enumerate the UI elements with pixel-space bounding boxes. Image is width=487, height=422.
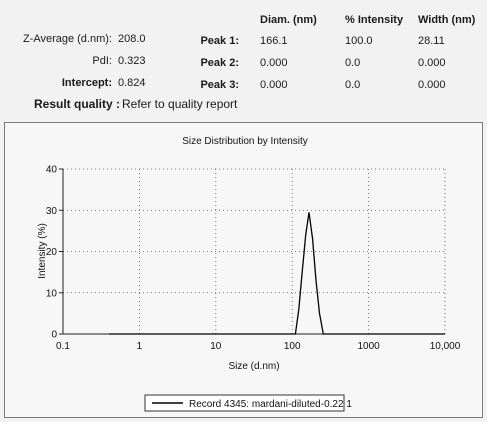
x-tick-label: 0.1 xyxy=(56,341,70,352)
legend-entry: Record 4345: mardani-diluted-0.22 1 xyxy=(189,399,352,410)
peak-2-label: Peak 2: xyxy=(200,57,239,69)
diam-header: Diam. (nm) xyxy=(260,14,317,26)
intensity-header: % Intensity xyxy=(345,14,404,26)
width-header: Width (nm) xyxy=(418,14,476,26)
peak-2-intensity: 0.0 xyxy=(345,57,361,69)
legend: Record 4345: mardani-diluted-0.22 1 xyxy=(144,394,352,412)
y-tick-label: 40 xyxy=(46,165,58,176)
y-tick-label: 30 xyxy=(46,206,58,217)
pdi-label: PdI: xyxy=(92,55,112,67)
series-line xyxy=(109,212,445,335)
peak-1-label: Peak 1: xyxy=(200,35,239,47)
z-average-label: Z-Average (d.nm): xyxy=(22,33,112,45)
peak-3-label: Peak 3: xyxy=(200,79,239,91)
result-quality-label: Result quality : xyxy=(34,97,121,111)
result-quality-link[interactable]: Refer to quality report xyxy=(122,97,238,111)
x-tick-label: 100 xyxy=(284,341,301,352)
x-tick-label: 10 xyxy=(210,341,222,352)
peak-1-width: 28.11 xyxy=(418,35,445,47)
z-average-value: 208.0 xyxy=(118,33,146,45)
peak-1-diam: 166.1 xyxy=(260,35,288,47)
y-tick-label: 0 xyxy=(51,330,57,341)
pdi-value: 0.323 xyxy=(118,55,146,67)
chart-panel: Size Distribution by Intensity 0 10 20 30 40… xyxy=(4,122,483,418)
peak-2-diam: 0.000 xyxy=(260,57,288,69)
peak-3-width: 0.000 xyxy=(418,79,446,91)
intercept-label: Intercept: xyxy=(61,77,112,89)
peak-1-intensity: 100.0 xyxy=(345,35,373,47)
x-tick-label: 1000 xyxy=(357,341,380,352)
peak-3-diam: 0.000 xyxy=(260,79,288,91)
y-axis-label: Intensity (%) xyxy=(37,223,48,279)
intercept-value: 0.824 xyxy=(118,77,146,89)
x-tick-label: 1 xyxy=(137,341,143,352)
x-tick-label: 10,000 xyxy=(430,341,461,352)
y-tick-label: 10 xyxy=(46,288,58,299)
peak-2-width: 0.000 xyxy=(418,57,446,69)
chart-title: Size Distribution by Intensity xyxy=(182,136,308,147)
peak-3-intensity: 0.0 xyxy=(345,79,361,91)
y-tick-label: 20 xyxy=(46,247,58,258)
size-distribution-chart: Size Distribution by Intensity 0 10 20 30 40… xyxy=(37,136,461,412)
x-axis-label: Size (d.nm) xyxy=(228,361,279,372)
